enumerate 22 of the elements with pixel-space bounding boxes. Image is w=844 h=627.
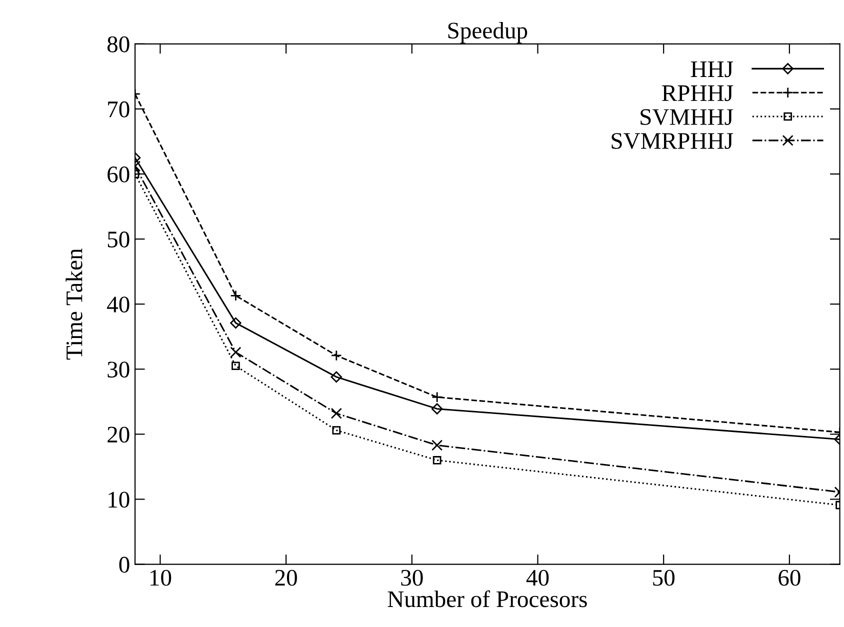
- legend-label: HHJ: [690, 61, 734, 78]
- x-tick-label: 40: [526, 570, 549, 586]
- x-tick-label: 60: [778, 570, 800, 586]
- y-tick-label: 20: [108, 426, 130, 443]
- x-tick-label: 10: [150, 570, 172, 586]
- legend-label: SVMRPHHJ: [612, 133, 734, 150]
- y-tick-label: 60: [108, 166, 130, 182]
- x-tick-label: 50: [653, 570, 674, 586]
- y-tick-label: 0: [119, 556, 130, 573]
- legend-label: SVMHHJ: [640, 109, 734, 126]
- y-tick-label: 30: [108, 362, 130, 378]
- y-axis-title: Time Taken: [66, 248, 82, 360]
- y-tick-label: 10: [108, 492, 130, 508]
- y-tick-label: 50: [108, 232, 130, 248]
- y-tick-label: 70: [108, 101, 130, 118]
- y-tick-label: 40: [107, 296, 130, 313]
- chart-title: Speedup: [448, 22, 528, 44]
- x-axis-title: Number of Procesors: [388, 590, 587, 608]
- y-tick-label: 80: [107, 36, 130, 52]
- x-tick-label: 20: [275, 570, 297, 586]
- x-tick-label: 30: [401, 570, 423, 586]
- legend-label: RPHHJ: [662, 85, 734, 102]
